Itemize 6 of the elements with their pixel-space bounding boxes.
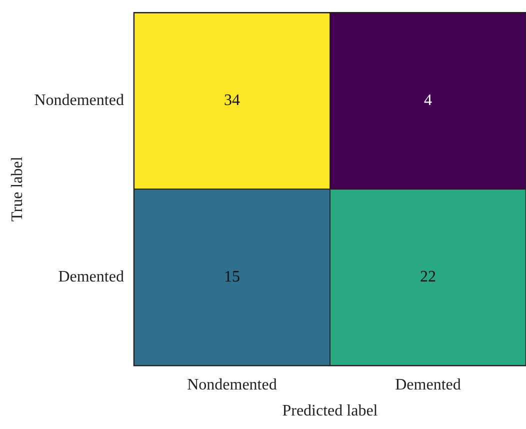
- data-label: 4: [424, 92, 432, 110]
- data-label: 15: [224, 268, 240, 286]
- x-axis-title: Predicted label: [282, 402, 378, 420]
- data-label: 34: [224, 92, 240, 110]
- y-axis-title: True label: [8, 156, 26, 222]
- data-label: 22: [420, 268, 436, 286]
